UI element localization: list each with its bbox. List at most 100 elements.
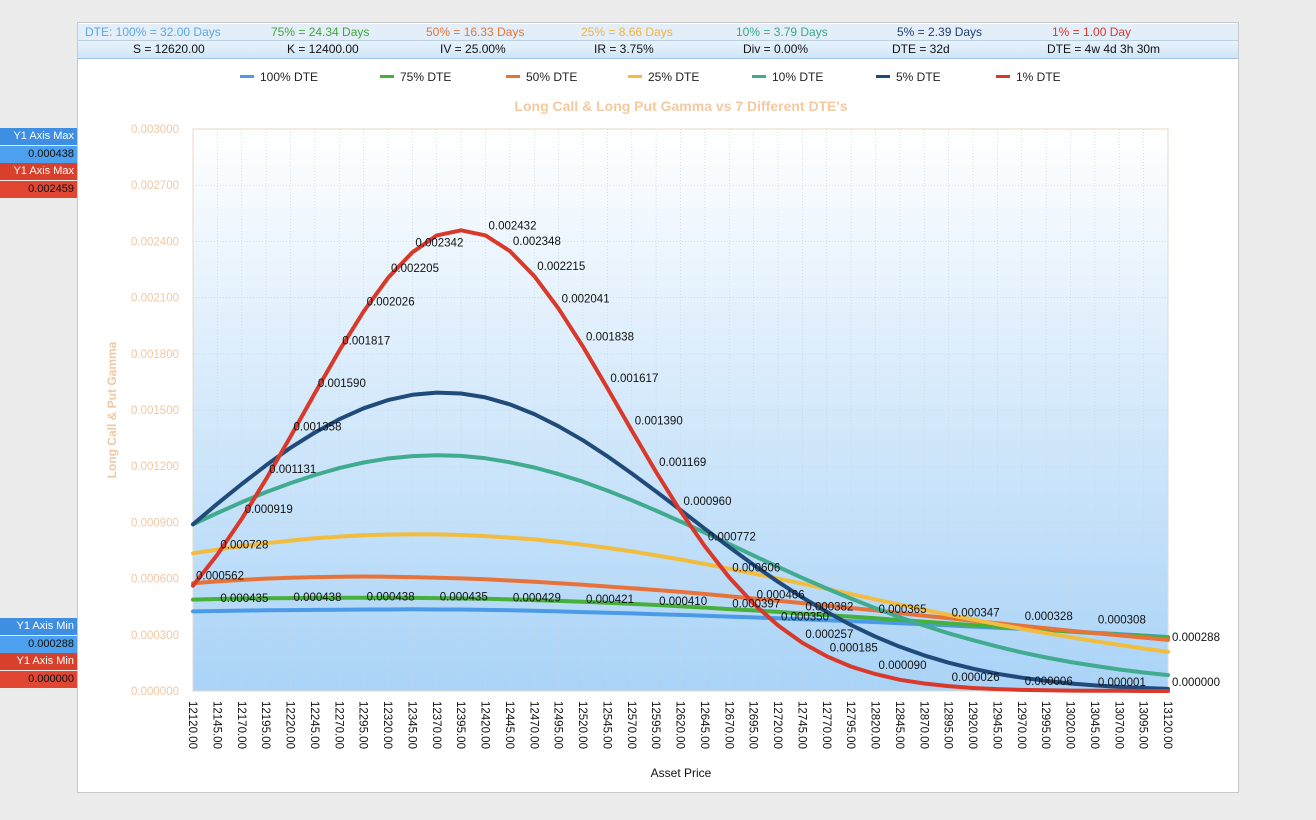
x-tick-label: 12345.00 xyxy=(405,701,417,749)
data-label: 0.000435 xyxy=(440,592,488,604)
y-tick-label: 0.002700 xyxy=(131,180,179,192)
legend-swatch xyxy=(628,75,642,79)
data-label: 0.000438 xyxy=(294,592,342,604)
x-tick-label: 12520.00 xyxy=(576,701,588,749)
y-tick-label: 0.002100 xyxy=(131,293,179,305)
x-tick-label: 12145.00 xyxy=(210,701,222,749)
data-label: 0.002215 xyxy=(537,261,585,273)
x-tick-label: 13020.00 xyxy=(1064,701,1076,749)
data-label: 0.000421 xyxy=(586,594,634,606)
data-label: 0.001817 xyxy=(342,336,390,348)
legend-label: 5% DTE xyxy=(896,70,941,84)
data-label: 0.000308 xyxy=(1098,615,1146,627)
x-tick-label: 12745.00 xyxy=(795,701,807,749)
y-tick-label: 0.000600 xyxy=(131,574,179,586)
legend-label: 10% DTE xyxy=(772,70,824,84)
x-tick-label: 12120.00 xyxy=(186,701,198,749)
data-label: 0.000960 xyxy=(684,496,732,508)
data-label: 0.000090 xyxy=(879,660,927,672)
x-tick-label: 12195.00 xyxy=(259,701,271,749)
data-label: 0.000026 xyxy=(952,672,1000,684)
x-tick-label: 13095.00 xyxy=(1137,701,1149,749)
legend-item: 100% DTE xyxy=(240,70,318,84)
legend-label: 75% DTE xyxy=(400,70,452,84)
chart-legend: 100% DTE 75% DTE 50% DTE 25% DTE 10% DTE 5% D… xyxy=(240,70,1140,86)
y1-axis-max-value-blue: 0.000438 xyxy=(0,146,77,163)
y-tick-label: 0.001500 xyxy=(131,405,179,417)
data-label: 0.000350 xyxy=(781,611,829,623)
params-header-row: S = 12620.00 K = 12400.00 IV = 25.00% IR… xyxy=(78,41,1238,59)
x-tick-label: 12845.00 xyxy=(893,701,905,749)
legend-item: 75% DTE xyxy=(380,70,451,84)
data-label: 0.000919 xyxy=(245,504,293,516)
legend-item: 5% DTE xyxy=(876,70,941,84)
y1-axis-min-label-blue: Y1 Axis Min xyxy=(0,618,77,635)
y-tick-label: 0.000300 xyxy=(131,630,179,642)
dte-header-row: DTE: 100% = 32.00 Days 75% = 24.34 Days … xyxy=(78,24,1238,41)
x-tick-label: 12620.00 xyxy=(674,701,686,749)
x-tick-label: 12670.00 xyxy=(722,701,734,749)
data-label: 0.000006 xyxy=(1025,676,1073,688)
legend-item: 1% DTE xyxy=(996,70,1061,84)
x-tick-label: 13045.00 xyxy=(1088,701,1100,749)
implied-volatility: IV = 25.00% xyxy=(440,42,506,56)
data-label: 0.002041 xyxy=(562,294,610,306)
data-label: 0.001838 xyxy=(586,332,634,344)
x-tick-label: 12795.00 xyxy=(844,701,856,749)
data-label: 0.000728 xyxy=(220,540,268,552)
x-tick-label: 13070.00 xyxy=(1112,701,1124,749)
x-tick-label: 12570.00 xyxy=(625,701,637,749)
x-tick-label: 12470.00 xyxy=(527,701,539,749)
x-tick-label: 12645.00 xyxy=(698,701,710,749)
legend-swatch xyxy=(876,75,890,79)
data-label: 0.000288 xyxy=(1172,632,1220,644)
dte-75-label: 75% = 24.34 Days xyxy=(271,25,370,39)
chart-title: Long Call & Long Put Gamma vs 7 Differen… xyxy=(514,98,847,114)
data-label: 0.001169 xyxy=(659,457,706,469)
x-tick-label: 12420.00 xyxy=(479,701,491,749)
x-tick-label: 12870.00 xyxy=(917,701,929,749)
legend-item: 10% DTE xyxy=(752,70,823,84)
x-tick-label: 12270.00 xyxy=(332,701,344,749)
y1-axis-min-value-red: 0.000000 xyxy=(0,671,77,688)
x-tick-label: 12970.00 xyxy=(1015,701,1027,749)
legend-label: 25% DTE xyxy=(648,70,700,84)
x-tick-label: 12920.00 xyxy=(966,701,978,749)
days-to-expiry: DTE = 32d xyxy=(892,42,950,56)
x-tick-label: 12545.00 xyxy=(600,701,612,749)
legend-label: 100% DTE xyxy=(260,70,319,84)
y1-axis-min-label-red: Y1 Axis Min xyxy=(0,653,77,670)
data-label: 0.000328 xyxy=(1025,611,1073,623)
x-tick-label: 12995.00 xyxy=(1039,701,1051,749)
x-tick-label: 12595.00 xyxy=(649,701,661,749)
x-tick-label: 12245.00 xyxy=(308,701,320,749)
data-label: 0.000257 xyxy=(805,629,853,641)
y-tick-label: 0.001800 xyxy=(131,349,179,361)
data-label: 0.000466 xyxy=(757,590,805,602)
legend-label: 1% DTE xyxy=(1016,70,1061,84)
x-tick-label: 13120.00 xyxy=(1161,701,1173,749)
y1-axis-max-label-blue: Y1 Axis Max xyxy=(0,128,77,145)
data-label: 0.001390 xyxy=(635,416,683,428)
y-axis-title: Long Call & Put Gamma xyxy=(105,341,119,478)
x-tick-label: 12220.00 xyxy=(284,701,296,749)
dte-1-label: 1% = 1.00 Day xyxy=(1052,25,1132,39)
data-label: 0.000410 xyxy=(659,596,707,608)
dte-50-label: 50% = 16.33 Days xyxy=(426,25,525,39)
x-tick-label: 12895.00 xyxy=(942,701,954,749)
data-label: 0.000562 xyxy=(196,571,244,583)
data-label: 0.000382 xyxy=(805,601,853,613)
x-tick-label: 12445.00 xyxy=(503,701,515,749)
data-label: 0.000606 xyxy=(732,562,780,574)
x-axis-title: Asset Price xyxy=(651,766,712,780)
x-tick-label: 12170.00 xyxy=(235,701,247,749)
dte-100-label: DTE: 100% = 32.00 Days xyxy=(85,25,221,39)
legend-swatch xyxy=(506,75,520,79)
data-label: 0.002205 xyxy=(391,263,439,275)
legend-label: 50% DTE xyxy=(526,70,578,84)
x-tick-label: 12945.00 xyxy=(990,701,1002,749)
x-tick-label: 12720.00 xyxy=(771,701,783,749)
legend-item: 50% DTE xyxy=(506,70,577,84)
data-label: 0.002342 xyxy=(415,237,463,249)
